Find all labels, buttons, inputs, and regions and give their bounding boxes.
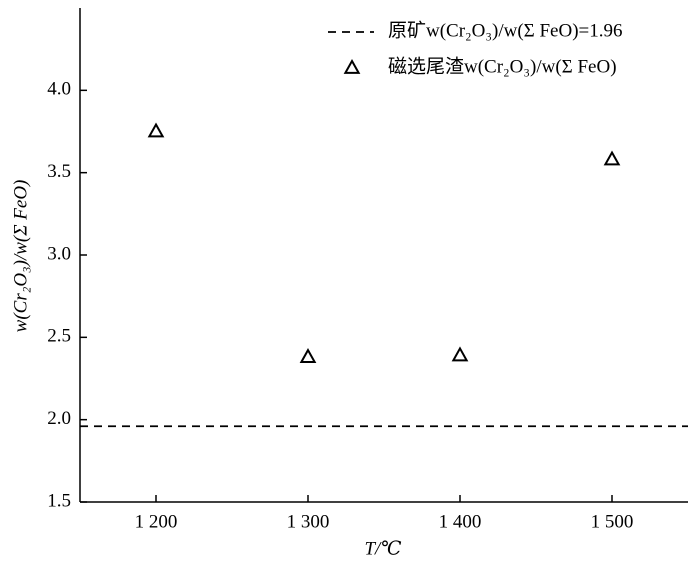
- y-axis-label: w(Cr₂O₃)/w(Σ FeO): [10, 180, 31, 333]
- x-axis-label: T/℃: [364, 538, 401, 559]
- y-tick-label: 4.0: [47, 79, 71, 100]
- x-tick-label: 1 500: [591, 511, 634, 532]
- data-point: [147, 122, 165, 138]
- y-tick-label: 3.0: [47, 243, 71, 264]
- y-tick-label: 1.5: [47, 490, 71, 511]
- y-tick-label: 2.0: [47, 408, 71, 429]
- legend-label: 磁选尾渣w(Cr₂O₃)/w(Σ FeO): [388, 55, 617, 77]
- y-tick-label: 2.5: [47, 326, 71, 347]
- x-tick-label: 1 400: [439, 511, 482, 532]
- data-point: [299, 348, 317, 363]
- legend-swatch: [343, 58, 361, 74]
- y-tick-label: 3.5: [47, 161, 71, 182]
- x-tick-label: 1 300: [287, 511, 330, 532]
- data-point: [603, 150, 621, 166]
- legend-label: 原矿w(Cr₂O₃)/w(Σ FeO)=1.96: [388, 19, 623, 41]
- x-tick-label: 1 200: [135, 511, 178, 532]
- data-point: [451, 346, 469, 362]
